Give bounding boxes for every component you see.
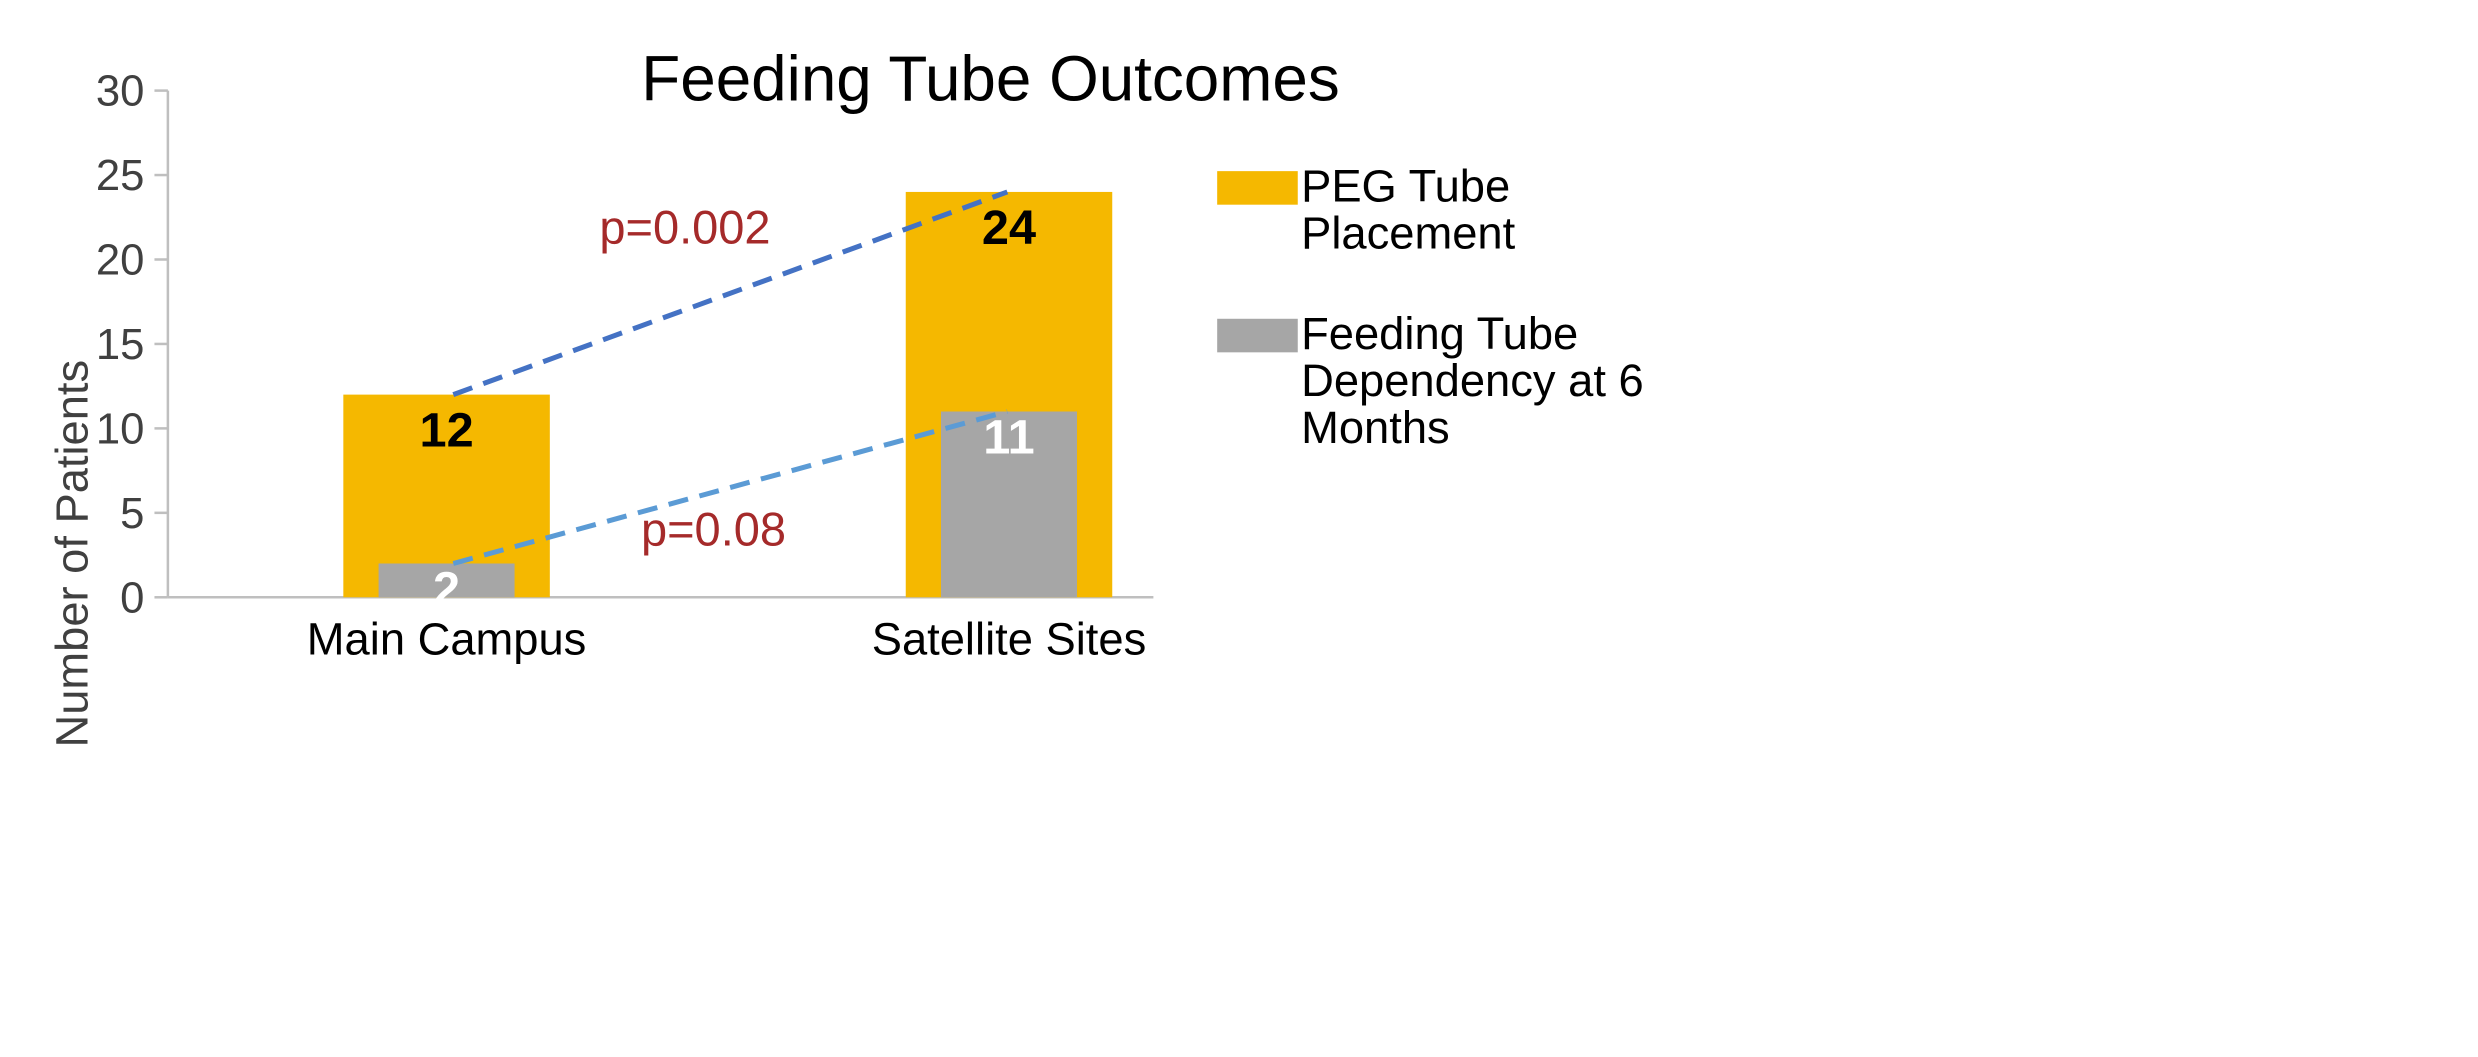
y-tick-label: 25 [96, 152, 145, 200]
legend: PEG Tube Placement Feeding Tube Dependency … [1217, 160, 1644, 453]
trend-lines: p=0.002 p=0.08 [452, 189, 1009, 566]
y-tick-label: 10 [96, 406, 145, 454]
bar-labels: 12 2 24 11 [420, 201, 1037, 616]
bar-feeding-tube-dependency [378, 563, 515, 598]
y-tick-label: 20 [96, 237, 145, 285]
y-axis-title: Number of Patients [46, 360, 97, 748]
p-value-annotation: p=0.08 [641, 502, 786, 555]
legend-swatch-dependency [1217, 318, 1298, 353]
y-tick-label: 5 [120, 490, 144, 538]
axes: 0 5 10 15 20 25 30 Main Campus Satellite Sites [96, 68, 1154, 664]
x-category-label: Main Campus [307, 613, 587, 664]
data-label-peg: 24 [982, 201, 1036, 255]
trend-line [452, 189, 1009, 397]
data-label-dependency: 11 [983, 410, 1034, 464]
y-tick-label: 15 [96, 321, 145, 369]
legend-swatch-peg [1217, 171, 1298, 205]
chart-title: Feeding Tube Outcomes [641, 43, 1340, 115]
trend-line [452, 409, 1008, 566]
data-label-peg: 12 [420, 404, 474, 458]
legend-label-dependency: Feeding Tube Dependency at 6 Months [1301, 308, 1644, 453]
x-category-label: Satellite Sites [872, 613, 1147, 664]
y-tick-label: 30 [96, 68, 145, 116]
bars [343, 191, 1113, 598]
data-label-dependency: 2 [433, 562, 460, 616]
legend-label-peg: PEG Tube Placement [1301, 160, 1515, 258]
y-tick-label: 0 [120, 574, 144, 622]
p-value-annotation: p=0.002 [599, 200, 770, 253]
bar-feeding-tube-dependency [941, 411, 1077, 598]
